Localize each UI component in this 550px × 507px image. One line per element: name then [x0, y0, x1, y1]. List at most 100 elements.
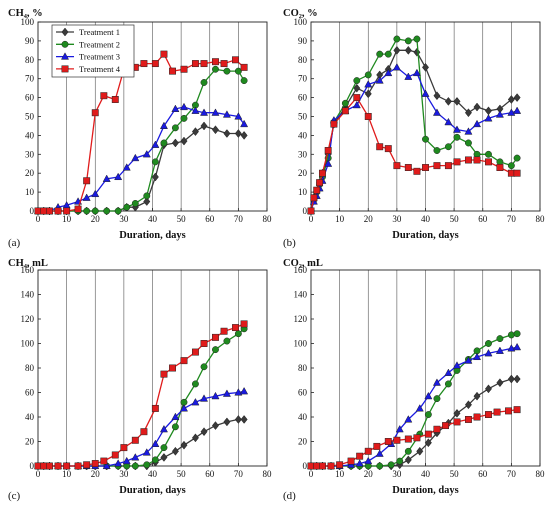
- data-point: [484, 384, 492, 394]
- data-point: [364, 89, 372, 99]
- x-tick-label: 60: [478, 469, 488, 479]
- data-point: [200, 427, 208, 437]
- data-point: [122, 163, 131, 171]
- data-point: [364, 447, 372, 455]
- series-line: [38, 125, 245, 212]
- data-point: [169, 67, 176, 75]
- data-point: [200, 363, 208, 371]
- x-tick-label: 50: [177, 214, 187, 224]
- data-point: [131, 462, 139, 470]
- data-point: [484, 114, 493, 122]
- data-point: [316, 179, 324, 187]
- data-point: [91, 460, 99, 468]
- data-point: [424, 411, 432, 418]
- x-tick-label: 20: [91, 469, 101, 479]
- data-point: [341, 107, 349, 115]
- data-point: [222, 110, 231, 118]
- chart-panel-2: 0 10 20 30 40 50 60 70 80 0 10 20 30 40 50 60 70 80 90 100 D…: [283, 8, 545, 249]
- data-point: [191, 60, 199, 68]
- data-point: [373, 442, 381, 450]
- x-tick-label: 10: [335, 469, 345, 479]
- data-point: [412, 68, 421, 77]
- data-point: [74, 462, 82, 470]
- data-point: [375, 449, 384, 457]
- data-point: [364, 456, 373, 465]
- data-point: [495, 110, 504, 118]
- data-point: [223, 67, 231, 75]
- data-point: [421, 62, 430, 72]
- data-point: [513, 106, 522, 114]
- data-point: [413, 167, 421, 175]
- x-tick-label: 20: [364, 469, 374, 479]
- series-treatment-4: [34, 320, 248, 470]
- data-point: [313, 186, 321, 194]
- data-point: [151, 140, 160, 148]
- data-point: [513, 342, 522, 351]
- y-tick-label: 70: [25, 74, 35, 84]
- data-point: [464, 139, 472, 147]
- legend-entry: Treatment 1: [79, 27, 120, 37]
- data-point: [473, 119, 482, 128]
- data-point: [179, 102, 189, 111]
- legend: Treatment 1 Treatment 2 Treatment 3 Treatme…: [51, 24, 135, 78]
- data-point: [40, 207, 48, 215]
- data-point: [211, 125, 219, 135]
- data-point: [151, 158, 159, 166]
- x-axis-label: Duration, days: [119, 485, 186, 496]
- data-point: [234, 415, 242, 424]
- y-tick-label: 80: [298, 55, 308, 65]
- x-tick-label: 30: [392, 214, 402, 224]
- data-point: [212, 333, 219, 341]
- x-tick-label: 80: [263, 469, 273, 479]
- x-tick-label: 40: [148, 469, 158, 479]
- data-point: [433, 91, 441, 101]
- data-point: [453, 158, 461, 166]
- data-point: [140, 428, 148, 436]
- series-line: [38, 68, 245, 212]
- series-line: [38, 52, 245, 212]
- data-point: [123, 203, 131, 211]
- data-point: [392, 63, 401, 71]
- data-point: [415, 404, 424, 412]
- data-point: [513, 154, 521, 162]
- data-point: [223, 417, 231, 427]
- data-point: [82, 193, 91, 201]
- series-treatment-4: [34, 50, 248, 215]
- data-point: [507, 344, 516, 352]
- y-tick-label: 60: [298, 388, 308, 398]
- data-point: [74, 205, 82, 213]
- data-point: [232, 56, 239, 64]
- data-point: [432, 108, 441, 116]
- data-point: [102, 174, 111, 182]
- data-point: [180, 136, 188, 146]
- data-point: [404, 45, 412, 55]
- data-point: [212, 58, 219, 66]
- data-point: [507, 374, 515, 384]
- data-point: [452, 125, 462, 133]
- data-point: [191, 106, 200, 114]
- x-tick-label: 20: [364, 214, 374, 224]
- data-point: [83, 207, 91, 215]
- data-point: [444, 368, 453, 376]
- data-point: [473, 352, 482, 361]
- data-point: [307, 207, 315, 215]
- data-point: [179, 404, 189, 412]
- x-tick-label: 40: [148, 214, 158, 224]
- data-point: [143, 192, 151, 200]
- data-point: [234, 67, 242, 75]
- data-point: [240, 119, 249, 128]
- data-point: [507, 162, 515, 170]
- data-point: [131, 199, 139, 207]
- data-point: [464, 400, 472, 410]
- data-point: [200, 79, 208, 86]
- y-tick-label: 40: [298, 412, 308, 422]
- data-point: [159, 121, 168, 129]
- y-tick-label: 20: [25, 168, 35, 178]
- legend-marker: [61, 40, 69, 48]
- x-tick-label: 60: [205, 469, 215, 479]
- data-point: [83, 461, 91, 469]
- data-point: [171, 412, 180, 421]
- data-point: [336, 461, 344, 469]
- data-point: [234, 330, 242, 338]
